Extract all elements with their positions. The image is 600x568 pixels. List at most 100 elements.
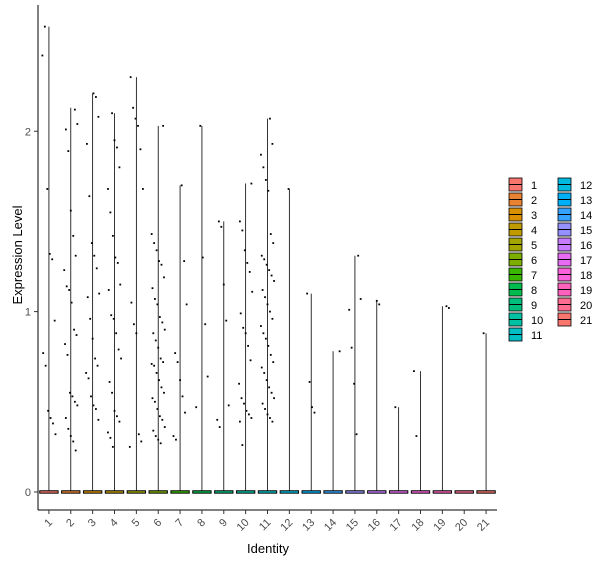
- jitter-point: [245, 409, 248, 412]
- jitter-point: [154, 435, 157, 437]
- jitter-point: [69, 209, 72, 212]
- legend-item: 4: [508, 222, 537, 237]
- legend-label: 1: [531, 180, 537, 192]
- jitter-point: [248, 413, 250, 416]
- legend-item: 9: [508, 297, 537, 312]
- jitter-point: [90, 242, 93, 244]
- legend-item: 13: [557, 192, 592, 207]
- jitter-point: [46, 188, 49, 190]
- jitter-point: [97, 115, 100, 118]
- legend-label: 6: [531, 255, 537, 267]
- jitter-point: [109, 211, 112, 214]
- jitter-point: [151, 397, 154, 400]
- jitter-point: [243, 249, 246, 252]
- jitter-point: [160, 263, 163, 266]
- jitter-point: [482, 332, 485, 335]
- jitter-point: [153, 364, 156, 367]
- violin-body: [476, 490, 496, 494]
- jitter-point: [199, 124, 202, 127]
- jitter-point: [67, 150, 70, 152]
- jitter-point: [69, 391, 71, 394]
- legend-item: 1: [508, 177, 537, 192]
- violin-group: [39, 25, 59, 494]
- jitter-point: [117, 348, 120, 351]
- jitter-point: [269, 310, 271, 313]
- legend-label: 19: [580, 285, 592, 297]
- jitter-point: [140, 440, 143, 443]
- jitter-point: [244, 332, 247, 335]
- jitter-point: [265, 263, 268, 266]
- violin-group: [82, 92, 103, 494]
- jitter-point: [75, 334, 78, 336]
- legend-item: 7: [508, 267, 537, 282]
- x-tick-label: 13: [300, 517, 317, 534]
- violin-body: [214, 490, 234, 494]
- violin-body: [454, 490, 474, 494]
- jitter-point: [161, 418, 164, 421]
- jitter-point: [243, 402, 245, 405]
- jitter-point: [64, 343, 66, 345]
- legend-item: 20: [557, 297, 592, 312]
- jitter-point: [239, 312, 242, 315]
- jitter-point: [158, 316, 161, 318]
- jitter-point: [174, 352, 177, 354]
- jitter-point: [269, 233, 272, 235]
- jitter-point: [114, 256, 117, 259]
- legend-item: 11: [508, 327, 542, 342]
- jitter-point: [272, 361, 275, 364]
- x-tick-label: 6: [152, 517, 165, 530]
- jitter-point: [110, 314, 113, 317]
- jitter-point: [159, 357, 162, 360]
- jitter-point: [413, 370, 415, 373]
- jitter-point: [89, 317, 92, 320]
- legend-label: 10: [531, 315, 543, 327]
- jitter-point: [176, 361, 179, 364]
- jitter-point: [287, 188, 290, 190]
- jitter-point: [66, 353, 69, 356]
- jitter-point: [87, 377, 90, 380]
- jitter-point: [269, 117, 271, 120]
- legend-item: 14: [557, 207, 592, 222]
- jitter-point: [273, 280, 275, 282]
- jitter-point: [153, 242, 156, 244]
- x-tick-label: 21: [475, 517, 492, 534]
- jitter-point: [264, 408, 266, 410]
- jitter-point: [107, 289, 110, 291]
- jitter-point: [69, 435, 72, 437]
- x-tick-label: 5: [130, 517, 143, 530]
- x-tick-label: 3: [86, 517, 99, 530]
- jitter-point: [181, 395, 184, 398]
- violin-body: [170, 490, 190, 494]
- jitter-point: [154, 298, 156, 300]
- jitter-point: [86, 142, 88, 145]
- jitter-point: [52, 422, 54, 425]
- violin-group: [104, 112, 125, 494]
- jitter-point: [239, 420, 241, 423]
- jitter-point: [183, 260, 186, 263]
- jitter-point: [161, 321, 164, 324]
- x-tick-label: 20: [453, 517, 470, 534]
- jitter-point: [262, 166, 265, 169]
- jitter-point: [135, 332, 138, 335]
- jitter-point: [218, 426, 221, 428]
- jitter-point: [118, 420, 121, 423]
- jitter-point: [163, 426, 166, 428]
- x-tick-label: 15: [344, 517, 361, 534]
- jitter-point: [49, 417, 52, 419]
- x-tick-label: 19: [431, 517, 448, 534]
- jitter-point: [348, 308, 351, 311]
- jitter-point: [95, 408, 97, 410]
- x-tick-label: 10: [235, 517, 252, 534]
- jitter-point: [111, 112, 113, 115]
- jitter-point: [156, 303, 159, 306]
- violin-group: [476, 332, 496, 494]
- legend-item: 6: [508, 252, 537, 267]
- jitter-point: [225, 319, 228, 322]
- legend-label: 8: [531, 285, 537, 297]
- jitter-point: [222, 283, 225, 286]
- jitter-point: [41, 54, 44, 57]
- jitter-point: [313, 411, 316, 414]
- jitter-point: [76, 404, 79, 407]
